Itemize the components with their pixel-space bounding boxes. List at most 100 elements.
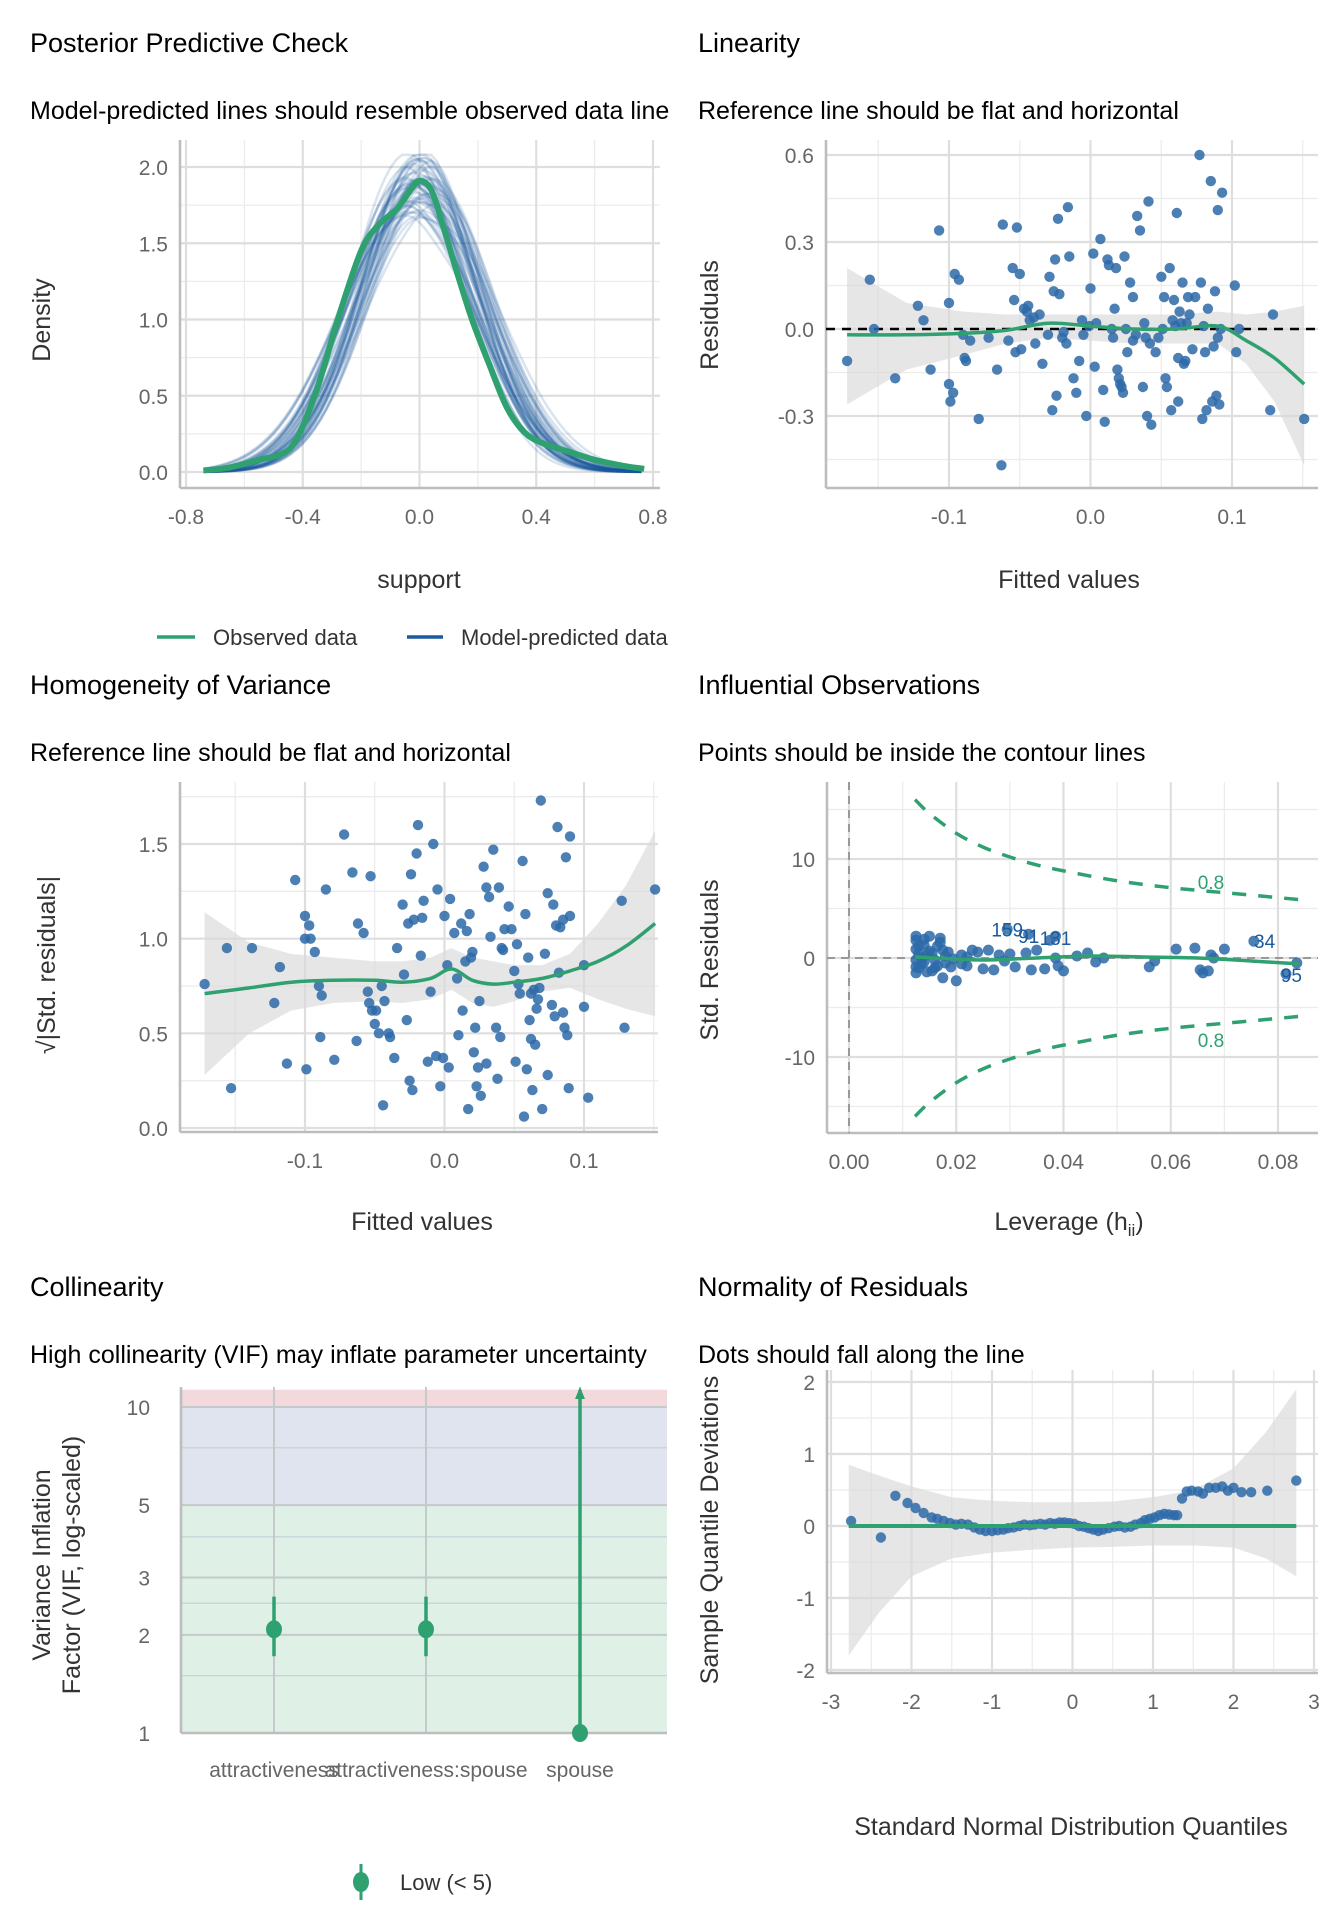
homogeneity-point — [376, 980, 387, 992]
ppc-predicted-line — [203, 177, 642, 473]
ppc-predicted-line — [203, 166, 642, 474]
ppc-predicted-line — [203, 191, 642, 473]
homogeneity-point — [520, 908, 531, 920]
linearity-point — [1117, 387, 1129, 398]
homogeneity-point — [485, 931, 496, 942]
influential-smooth-line — [914, 954, 1300, 966]
linearity-point — [1109, 303, 1120, 314]
linearity-point — [841, 355, 853, 367]
normality-point — [1228, 1482, 1239, 1494]
influential-x-tick-label: 0.00 — [829, 1151, 870, 1174]
ppc-predicted-line — [203, 209, 642, 473]
ppc-predicted-line — [203, 157, 642, 474]
linearity-point — [1229, 280, 1241, 291]
linearity-point — [1007, 262, 1018, 274]
ppc-predicted-line — [203, 153, 642, 474]
linearity-point — [1211, 390, 1222, 401]
homogeneity-point — [523, 952, 534, 963]
homogeneity-point — [532, 994, 544, 1005]
collinearity-zone-high — [181, 1389, 667, 1407]
ppc-x-tick-label: 0.0 — [405, 506, 434, 529]
linearity-point — [1030, 338, 1041, 349]
ppc-predicted-line — [203, 191, 642, 473]
homogeneity-point — [384, 1031, 396, 1043]
ppc-xlabel: support — [377, 566, 460, 594]
influential-y-tick-label: 10 — [792, 849, 815, 872]
collinearity-zone-low — [181, 1505, 667, 1733]
influential-point-label: 159 — [991, 920, 1023, 941]
ppc-predicted-line — [203, 200, 642, 473]
linearity-point — [1216, 187, 1228, 198]
linearity-point — [1187, 344, 1198, 355]
homogeneity-ylabel: √|Std. residuals| — [33, 876, 61, 1054]
homogeneity-ci-band — [204, 830, 656, 1075]
linearity-point — [1074, 355, 1085, 367]
ppc-predicted-line — [203, 216, 642, 473]
ppc-predicted-line — [203, 181, 642, 474]
homogeneity-point — [199, 978, 210, 990]
normality-point — [1236, 1487, 1247, 1498]
linearity-point — [1022, 300, 1034, 311]
influential-ylabel: Std. Residuals — [696, 879, 724, 1040]
homogeneity-point — [225, 1083, 237, 1094]
homogeneity-point — [616, 895, 627, 906]
homogeneity-point — [411, 848, 422, 859]
homogeneity-point — [503, 901, 514, 912]
ppc-predicted-line — [203, 175, 642, 473]
normality-xlabel: Standard Normal Distribution Quantiles — [854, 1813, 1288, 1841]
linearity-point — [1144, 338, 1156, 349]
linearity-point — [1049, 254, 1061, 265]
ppc-predicted-line — [203, 159, 642, 473]
linearity-point — [1068, 373, 1079, 384]
homogeneity-point — [483, 891, 495, 903]
linearity-point — [1127, 291, 1139, 303]
ppc-predicted-line — [203, 178, 642, 473]
influential-point — [918, 933, 930, 945]
influential-point — [1050, 930, 1061, 942]
linearity-point — [1143, 196, 1154, 207]
homogeneity-point — [412, 819, 424, 831]
homogeneity-point — [649, 884, 661, 895]
linearity-point — [1011, 222, 1023, 233]
linearity-point — [864, 274, 875, 285]
linearity-point — [1014, 268, 1025, 280]
ppc-y-tick-label: 2.0 — [139, 157, 168, 180]
linearity-point — [1058, 326, 1069, 338]
influential-contour-upper — [913, 798, 1300, 902]
linearity-point — [1299, 413, 1310, 425]
homogeneity-point — [281, 1058, 293, 1069]
collinearity-ci-arrow-icon — [575, 1387, 585, 1399]
influential-point — [1023, 928, 1035, 940]
homogeneity-x-tick-label: 0.0 — [430, 1150, 459, 1173]
homogeneity-point — [490, 1022, 502, 1033]
homogeneity-point — [542, 1069, 553, 1081]
collinearity-x-tick-label: attractiveness:spouse — [324, 1759, 527, 1782]
linearity-point — [912, 300, 924, 311]
influential-x-tick-label: 0.08 — [1258, 1151, 1299, 1174]
homogeneity-title: Homogeneity of Variance — [30, 670, 331, 700]
ppc-predicted-line — [203, 202, 642, 473]
homogeneity-point — [352, 918, 364, 929]
linearity-point — [1042, 329, 1054, 340]
influential-point — [1031, 944, 1043, 956]
linearity-point — [1208, 341, 1219, 352]
homogeneity-point — [471, 1081, 482, 1092]
linearity-point — [1008, 294, 1020, 306]
influential-subtitle: Points should be inside the contour line… — [698, 739, 1146, 767]
linearity-point — [1137, 381, 1149, 393]
homogeneity-point — [481, 882, 492, 893]
homogeneity-point — [422, 1056, 433, 1067]
homogeneity-plot: -0.1 0.0 0.1 0.0 0.5 1.0 1.5 — [139, 782, 661, 1173]
homogeneity-y-tick-label: 0.5 — [139, 1023, 168, 1046]
linearity-point — [1146, 419, 1157, 430]
linearity-point — [1214, 399, 1225, 410]
homogeneity-point — [320, 884, 332, 895]
ppc-predicted-line — [203, 214, 642, 473]
normality-x-tick-label: -1 — [983, 1691, 1002, 1714]
homogeneity-point — [497, 944, 509, 956]
ppc-predicted-line — [203, 195, 642, 473]
influential-contour-label-upper: 0.8 — [1198, 873, 1224, 894]
homogeneity-point — [449, 927, 460, 939]
linearity-point — [1122, 347, 1133, 358]
